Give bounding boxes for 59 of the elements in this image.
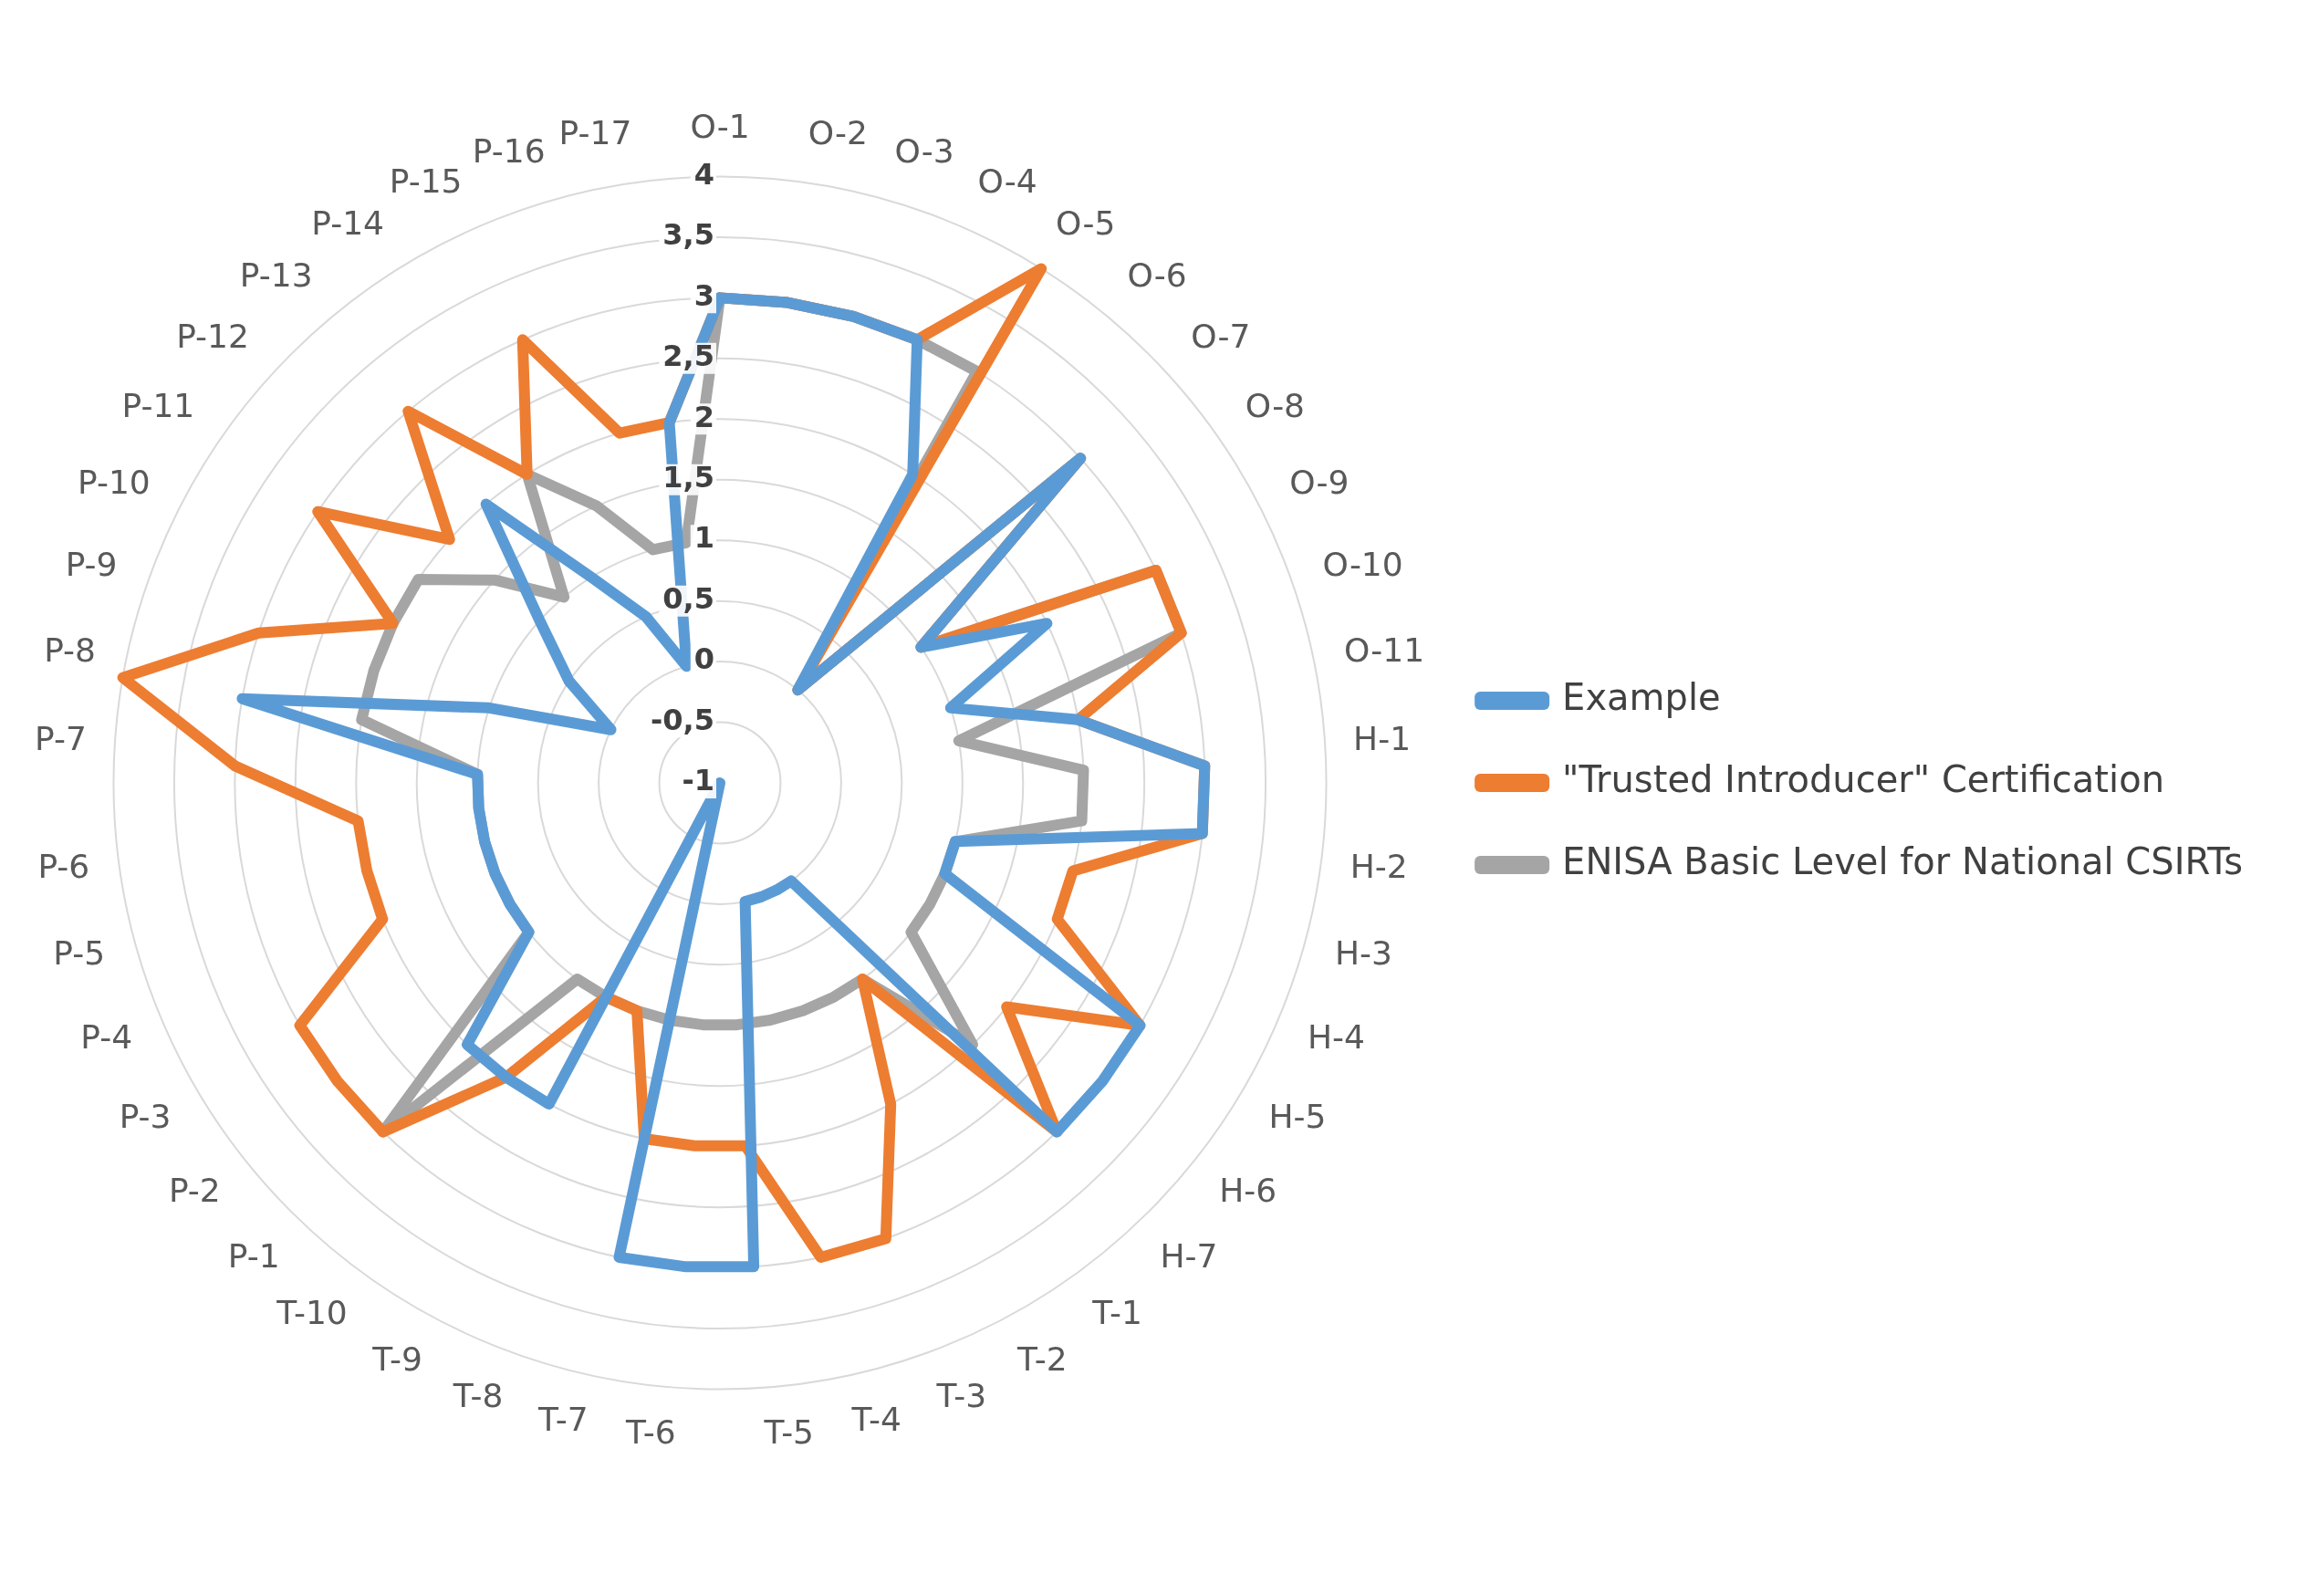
y-tick-label: 4 xyxy=(693,156,714,192)
y-tick-label: 0,5 xyxy=(662,580,714,616)
spoke-label: T-7 xyxy=(537,1401,589,1439)
y-tick-label: 3,5 xyxy=(662,217,714,253)
spoke-label: T-8 xyxy=(452,1376,504,1414)
spoke-label: P-1 xyxy=(227,1236,280,1275)
legend-label: "Trusted Introducer" Certification xyxy=(1562,758,2164,801)
spoke-label: O-3 xyxy=(894,132,954,171)
spoke-label: H-2 xyxy=(1350,847,1408,885)
spoke-label: O-11 xyxy=(1343,631,1425,670)
spoke-label: H-1 xyxy=(1353,719,1412,757)
spoke-label: O-2 xyxy=(808,113,868,151)
spoke-label: T-3 xyxy=(935,1376,987,1414)
y-tick-label: 3 xyxy=(693,277,714,313)
legend-label: ENISA Basic Level for National CSIRTs xyxy=(1562,840,2244,883)
spoke-label: T-10 xyxy=(276,1293,348,1331)
spoke-label: T-9 xyxy=(371,1340,422,1379)
spoke-label: P-6 xyxy=(37,847,90,885)
spoke-label: H-3 xyxy=(1334,933,1392,972)
spoke-label: P-4 xyxy=(80,1018,133,1057)
spoke-label: T-2 xyxy=(1016,1340,1068,1379)
spoke-label: P-11 xyxy=(121,387,195,425)
spoke-label: H-7 xyxy=(1160,1236,1218,1275)
y-tick-label: 0 xyxy=(693,641,714,677)
spoke-label: P-14 xyxy=(311,203,384,242)
spoke-label: P-16 xyxy=(472,132,546,171)
spoke-label: O-8 xyxy=(1245,387,1306,425)
spoke-label: O-9 xyxy=(1289,464,1350,502)
spoke-label: P-8 xyxy=(44,631,97,670)
spoke-label: P-12 xyxy=(176,318,249,356)
spoke-label: O-7 xyxy=(1191,318,1251,356)
spoke-label: P-13 xyxy=(239,255,313,294)
spoke-label: O-4 xyxy=(977,162,1037,201)
spoke-label: P-17 xyxy=(558,113,632,151)
legend-label: Example xyxy=(1562,676,1721,719)
spoke-label: P-3 xyxy=(119,1098,172,1136)
spoke-label: T-1 xyxy=(1091,1293,1142,1331)
spoke-label: P-7 xyxy=(35,719,87,757)
spoke-label: O-10 xyxy=(1322,546,1403,584)
spoke-label: T-5 xyxy=(763,1412,815,1451)
spoke-label: O-5 xyxy=(1056,203,1116,242)
spoke-label: P-5 xyxy=(53,933,106,972)
spoke-label: H-6 xyxy=(1219,1171,1277,1209)
spoke-label: T-4 xyxy=(850,1401,901,1439)
y-tick-label: 1 xyxy=(693,520,714,556)
y-tick-label: -1 xyxy=(682,763,714,798)
y-tick-label: 2 xyxy=(693,399,714,434)
y-tick-label: -0,5 xyxy=(651,702,714,737)
spoke-label: T-6 xyxy=(624,1412,676,1451)
y-tick-label: 2,5 xyxy=(662,339,714,374)
spoke-label: P-9 xyxy=(65,546,118,584)
spoke-label: H-4 xyxy=(1307,1018,1365,1057)
spoke-label: P-2 xyxy=(168,1171,221,1209)
spoke-label: P-10 xyxy=(78,464,151,502)
y-tick-label: 1,5 xyxy=(662,460,714,495)
spoke-label: O-6 xyxy=(1127,255,1187,294)
spoke-label: H-5 xyxy=(1268,1098,1327,1136)
spoke-label: O-1 xyxy=(690,108,750,146)
spoke-label: P-15 xyxy=(389,162,463,201)
